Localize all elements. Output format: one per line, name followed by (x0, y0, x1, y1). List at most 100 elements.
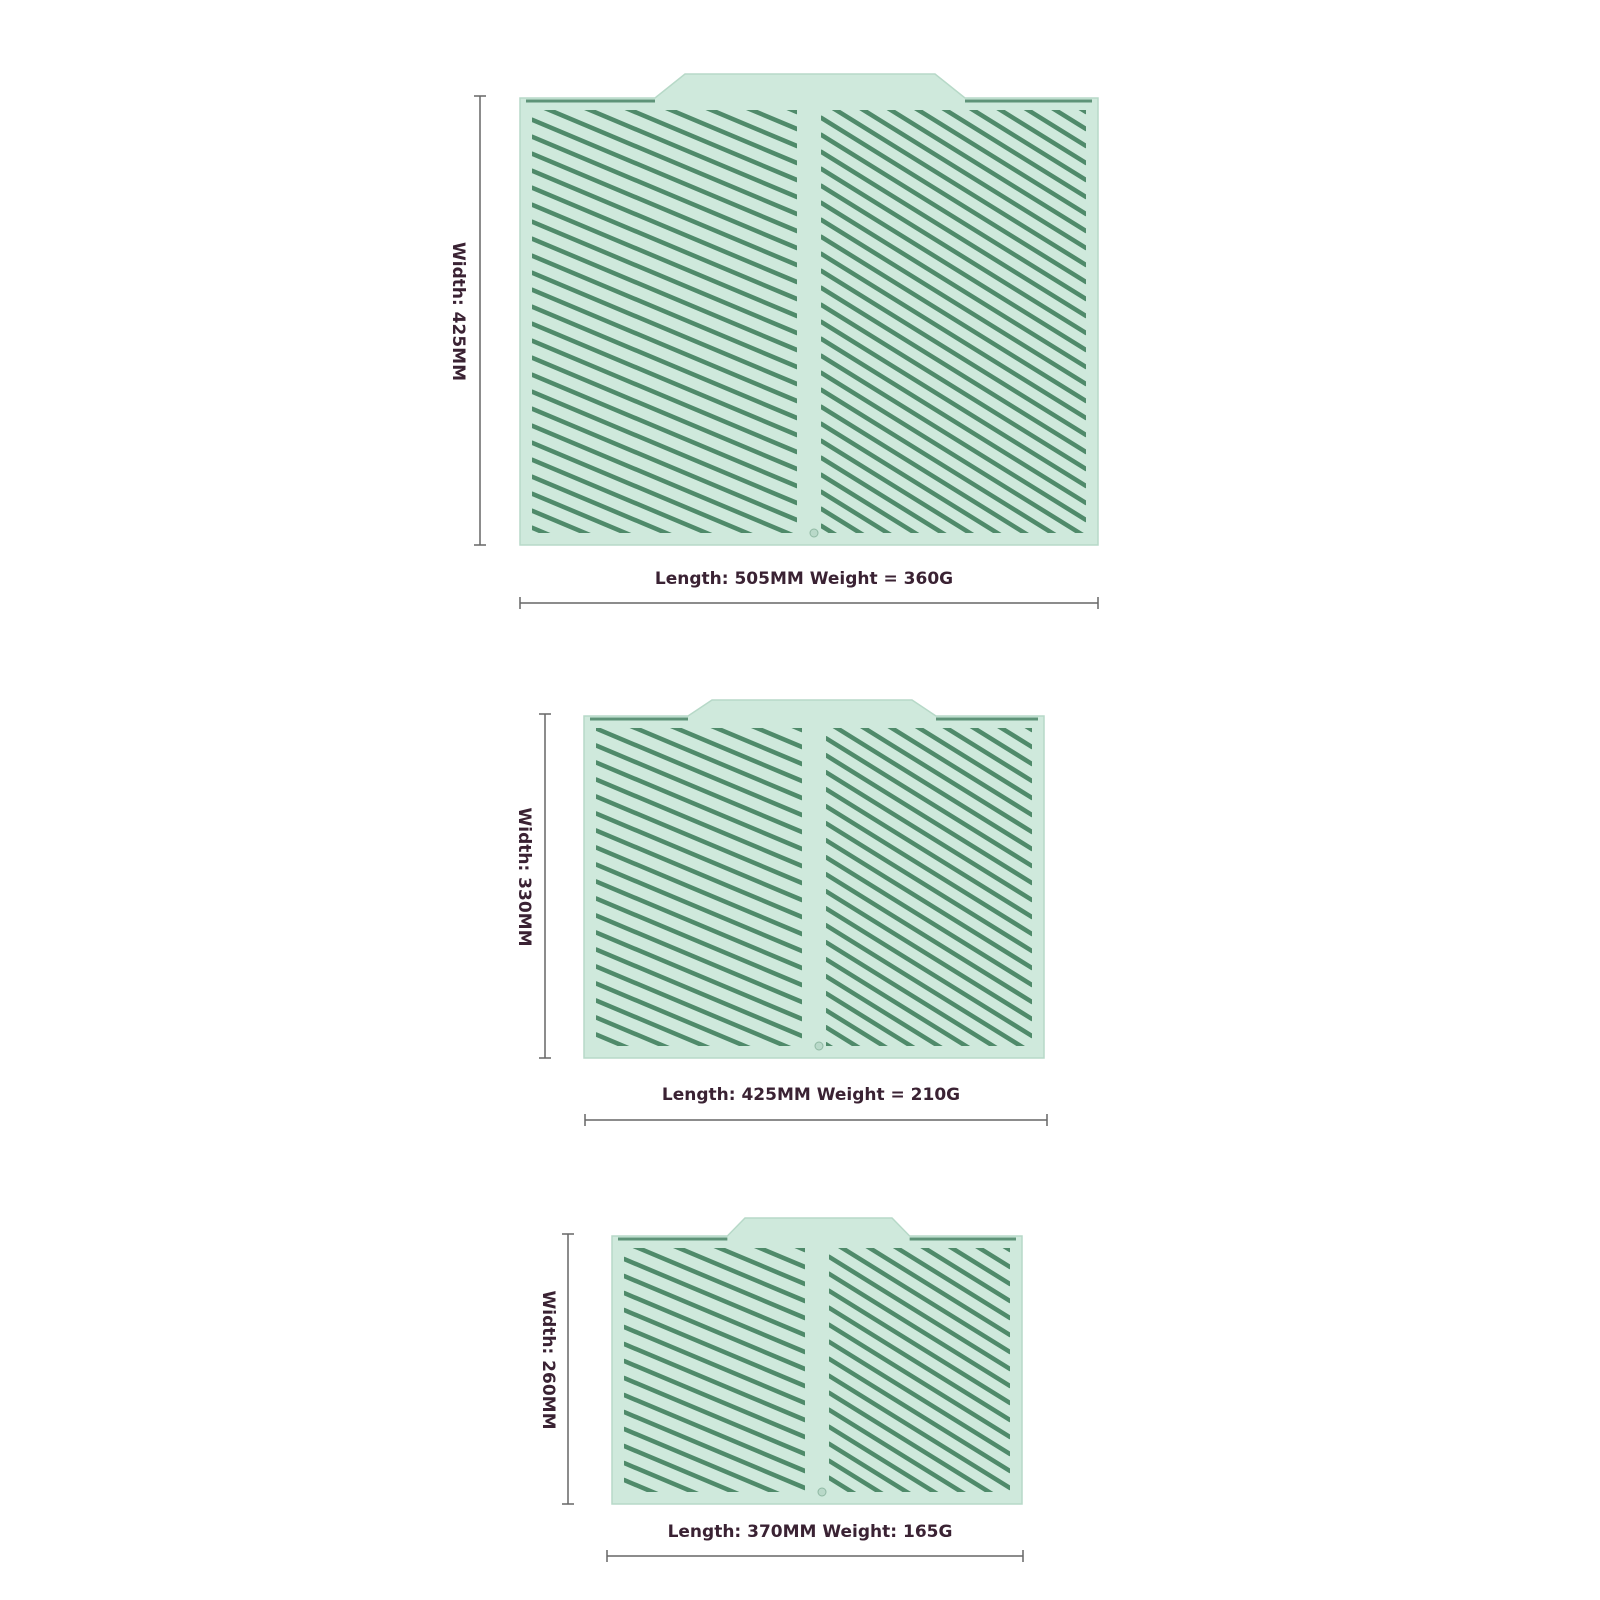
groove (532, 491, 632, 533)
grooves (821, 110, 1086, 707)
groove (829, 1495, 1010, 1600)
groove (969, 728, 1032, 767)
groove (821, 166, 1086, 336)
groove (753, 1248, 805, 1270)
width-label: Width: 330MM (514, 807, 534, 946)
groove (624, 1409, 805, 1491)
groove (532, 406, 797, 523)
groove (532, 219, 797, 336)
groove (821, 421, 1002, 533)
drain-hole (817, 1487, 827, 1497)
groove (826, 974, 943, 1046)
groove (947, 1248, 1010, 1287)
groove (829, 1288, 1010, 1406)
grooves (596, 728, 802, 1046)
groove (624, 1290, 805, 1372)
groove (826, 804, 1032, 937)
groove (832, 728, 1032, 852)
groove (826, 770, 1032, 903)
mat-block: Width: 330MM Length: 425MM Weight = 210G (514, 699, 1048, 1126)
groove (632, 1248, 805, 1321)
groove (532, 545, 797, 656)
groove (968, 110, 1086, 183)
grooves (624, 1248, 805, 1492)
groove (892, 1248, 1010, 1321)
groove (821, 149, 1086, 319)
groove (532, 321, 797, 438)
groove (532, 372, 797, 489)
groove (596, 947, 802, 1039)
groove (532, 508, 591, 533)
groove (859, 728, 1032, 835)
groove (596, 981, 751, 1046)
groove (713, 1248, 805, 1287)
groove (821, 115, 1086, 285)
groove (624, 1426, 780, 1492)
groove (596, 760, 802, 852)
groove (596, 828, 802, 920)
mat-block: Width: 425MM Length: 505MM Weight = 360G (448, 73, 1099, 707)
groove (596, 728, 802, 818)
groove (821, 234, 1086, 404)
groove (821, 302, 1086, 472)
groove (821, 523, 838, 533)
groove (1023, 110, 1086, 149)
groove (672, 1248, 805, 1304)
groove (624, 1443, 740, 1492)
groove (821, 387, 1057, 533)
groove (821, 455, 947, 533)
groove (629, 728, 802, 801)
groove (886, 110, 1086, 234)
groove (596, 794, 802, 886)
groove (829, 1271, 1010, 1389)
groove (596, 896, 802, 988)
groove (532, 474, 672, 533)
groove (826, 923, 1025, 1046)
groove (821, 404, 1029, 533)
groove (596, 811, 802, 903)
groove (624, 1375, 805, 1457)
groove (826, 821, 1032, 954)
groove (710, 728, 802, 767)
groove (821, 132, 1086, 302)
groove (532, 304, 797, 421)
groove (624, 1460, 699, 1492)
groove (532, 423, 794, 533)
groove (829, 1424, 939, 1492)
groove (821, 489, 892, 533)
groove (596, 930, 802, 1022)
groove (532, 457, 713, 533)
groove (624, 1273, 805, 1355)
width-label: Width: 260MM (538, 1290, 558, 1429)
groove (624, 110, 797, 183)
groove (826, 940, 998, 1046)
groove (821, 285, 1086, 455)
groove (837, 1248, 1010, 1355)
groove (532, 253, 797, 370)
groove (596, 845, 802, 937)
grooves (826, 728, 1032, 1046)
groove (596, 777, 802, 869)
drain-hole (809, 528, 819, 538)
groove (532, 440, 753, 533)
groove (821, 438, 975, 533)
groove (829, 1322, 1010, 1440)
groove (821, 543, 1086, 707)
groove (532, 134, 797, 251)
groove (821, 200, 1086, 370)
groove (826, 855, 1032, 988)
grooves (829, 1248, 1010, 1600)
groove (914, 728, 1032, 801)
groove (532, 202, 797, 319)
groove (584, 110, 797, 200)
groove (624, 1358, 805, 1440)
groove (532, 287, 797, 404)
groove (826, 736, 1032, 869)
groove (826, 1008, 888, 1046)
groove (829, 1339, 1010, 1457)
groove (821, 370, 1084, 533)
groove (624, 1324, 805, 1406)
groove (826, 991, 916, 1046)
groove (913, 110, 1086, 217)
groove (821, 183, 1086, 353)
